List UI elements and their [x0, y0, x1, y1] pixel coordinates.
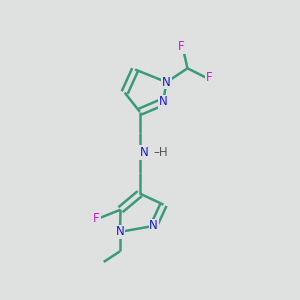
Text: F: F: [93, 212, 100, 225]
Text: N: N: [162, 76, 171, 89]
Text: F: F: [206, 71, 212, 84]
Text: N: N: [116, 225, 124, 239]
Text: F: F: [178, 40, 185, 53]
Text: N: N: [149, 219, 158, 232]
Text: N: N: [159, 95, 167, 108]
Text: N: N: [140, 146, 148, 159]
Text: –H: –H: [153, 146, 168, 159]
